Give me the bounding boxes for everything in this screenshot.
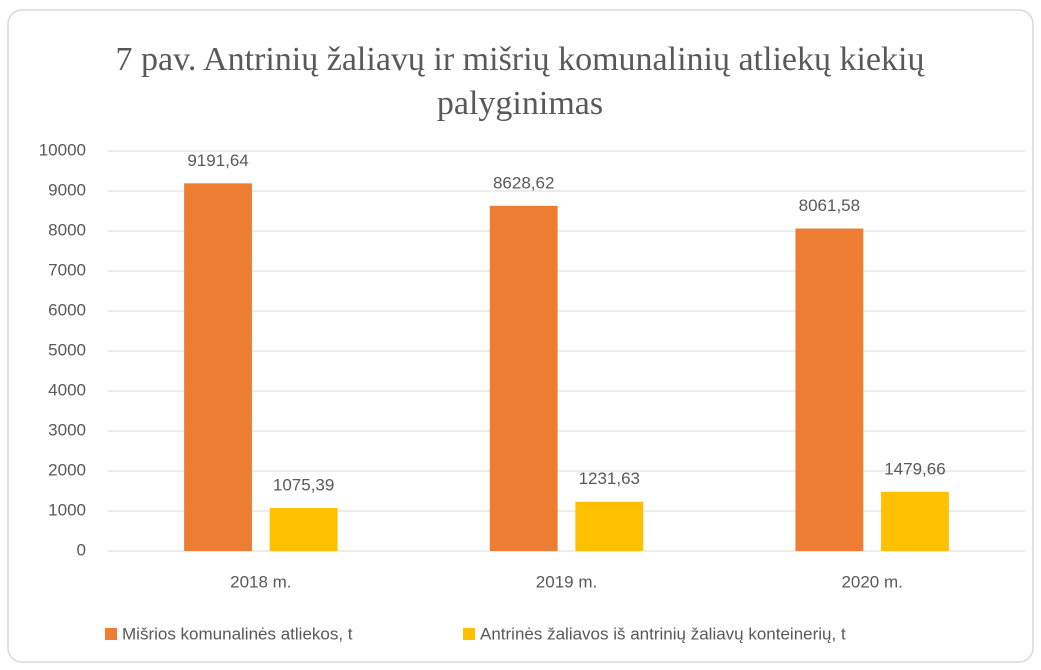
- bar: [881, 491, 949, 551]
- x-tick-label: 2018 m.: [230, 572, 291, 591]
- bar: [795, 228, 864, 551]
- legend-swatch: [463, 628, 475, 640]
- value-label: 1231,63: [579, 469, 640, 488]
- bar: [575, 501, 644, 551]
- bar: [489, 205, 558, 551]
- y-tick-label: 1000: [48, 500, 86, 519]
- y-tick-label: 0: [77, 540, 86, 559]
- value-label: 9191,64: [187, 151, 248, 170]
- legend-label: Mišrios komunalinės atliekos, t: [122, 624, 353, 643]
- y-tick-label: 8000: [48, 220, 86, 239]
- chart-title: 7 pav. Antrinių žaliavų ir mišrių komuna…: [115, 41, 925, 122]
- x-tick-label: 2020 m.: [841, 572, 902, 591]
- legend-label: Antrinės žaliavos iš antrinių žaliavų ko…: [480, 624, 846, 643]
- bar: [269, 507, 338, 551]
- y-tick-label: 10000: [39, 140, 86, 159]
- value-label: 1479,66: [884, 459, 945, 478]
- y-tick-label: 4000: [48, 380, 86, 399]
- legend-swatch: [105, 628, 117, 640]
- value-label: 1075,39: [273, 475, 334, 494]
- y-tick-label: 7000: [48, 260, 86, 279]
- value-label: 8628,62: [493, 173, 554, 192]
- y-tick-label: 6000: [48, 300, 86, 319]
- bar: [184, 183, 252, 551]
- x-tick-label: 2019 m.: [536, 572, 597, 591]
- y-tick-label: 5000: [48, 340, 86, 359]
- y-tick-label: 2000: [48, 460, 86, 479]
- y-tick-label: 9000: [48, 180, 86, 199]
- y-tick-label: 3000: [48, 420, 86, 439]
- value-label: 8061,58: [799, 196, 860, 215]
